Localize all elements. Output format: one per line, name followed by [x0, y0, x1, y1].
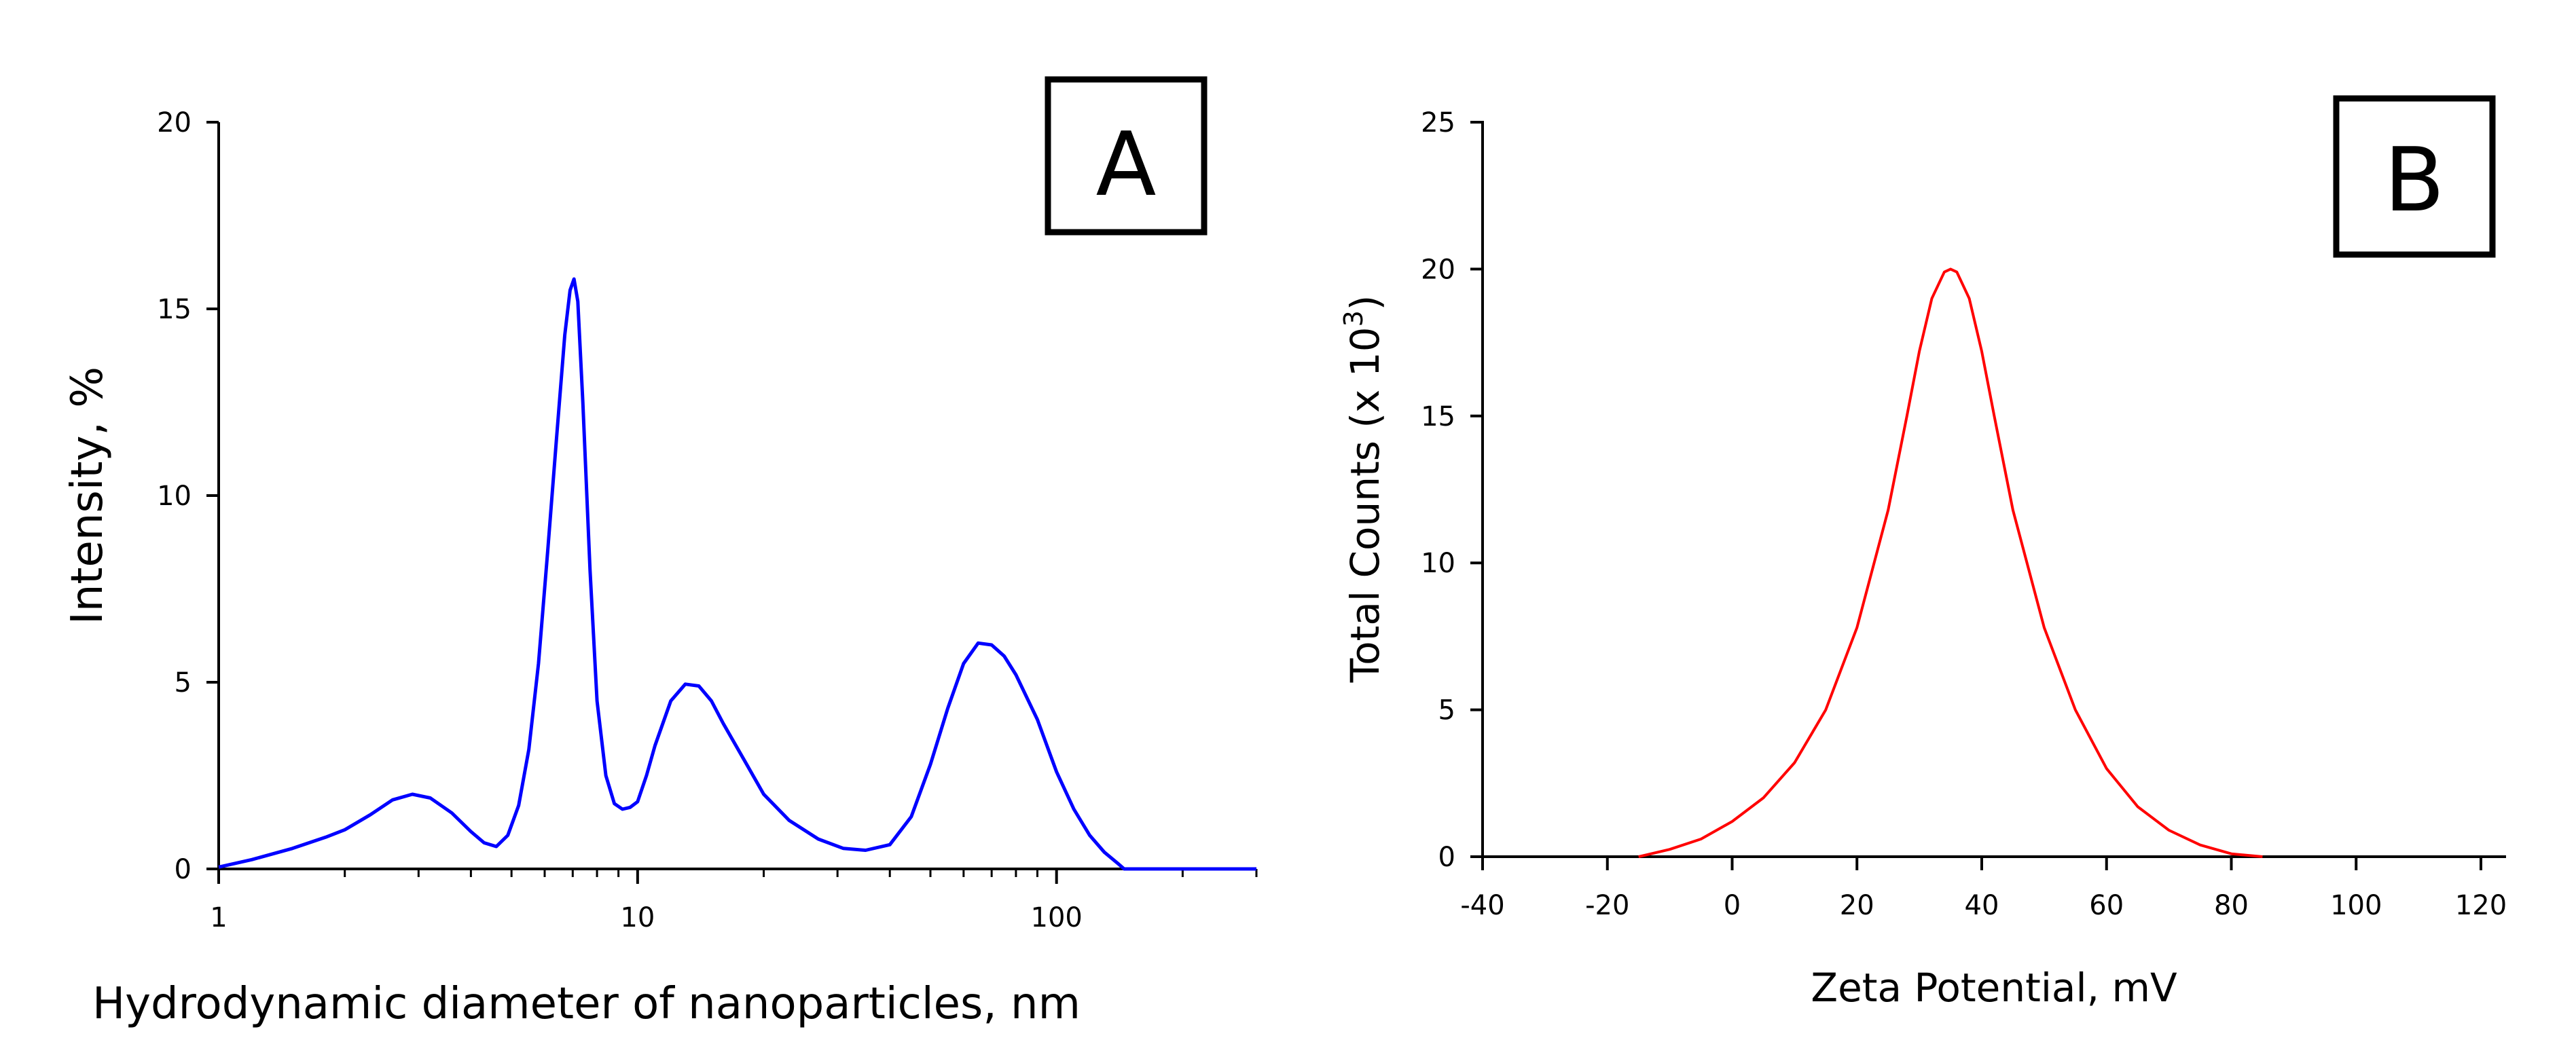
panel-b-x-tick-label: -40	[1460, 890, 1504, 921]
panel-b-y-axis-label-superscript: 3	[1339, 310, 1368, 327]
panel-a-label-box	[1045, 76, 1208, 236]
panel-b-x-axis-label: Zeta Potential, mV	[1811, 965, 2177, 1011]
panel-b-y-tick-label: 20	[1421, 254, 1455, 285]
panel-b-x-tick-label: 120	[2455, 890, 2507, 921]
panel-a-x-tick-label: 1	[210, 902, 227, 933]
panel-a-y-tick-label: 5	[175, 667, 192, 699]
panel-a-y-axis-label: Intensity, %	[62, 367, 113, 625]
panel-a-x-tick-label: 100	[1031, 902, 1083, 933]
panel-b-x-tick-label: 60	[2089, 890, 2124, 921]
panel-b-series-line	[1638, 267, 2263, 858]
panel-a-series-line	[218, 277, 1256, 871]
panel-a-chart: 0 5 10 15 20 1 10 100 Intensity, % Hydrodynami…	[62, 76, 1258, 1029]
panel-b-x-tick-label: -20	[1585, 890, 1629, 921]
panel-b-chart: 0 5 10 15 20 25 -40 -20 0 20 40 60 80 100 120 Total C…	[1339, 95, 2507, 1011]
panel-b-x-tick-label: 0	[1724, 890, 1741, 921]
panel-b-y-axis-label-close: )	[1342, 295, 1388, 311]
panel-b-y-tick-label: 25	[1421, 107, 1455, 138]
panel-b-y-axis-label: Total Counts (x 103)	[1339, 295, 1388, 684]
panel-b-label-box	[2333, 95, 2496, 258]
panel-b-x-tick-label: 40	[1965, 890, 1999, 921]
panel-a-y-tick-label: 15	[157, 294, 192, 325]
panel-a-x-tick-label: 10	[620, 902, 655, 933]
panel-b-y-tick-label: 5	[1438, 695, 1455, 726]
panel-b-x-tick-label: 100	[2330, 890, 2382, 921]
panel-b-x-tick-label: 80	[2214, 890, 2249, 921]
panel-b-y-tick-label: 15	[1421, 401, 1455, 432]
panel-b-x-tick-label: 20	[1840, 890, 1874, 921]
panel-b-label: B	[2384, 128, 2444, 231]
panel-b-y-tick-label: 10	[1421, 548, 1455, 579]
panel-a-y-tick-label: 10	[157, 481, 192, 512]
panel-a-x-axis-label: Hydrodynamic diameter of nanoparticles, …	[92, 979, 1081, 1029]
panel-b-y-axis-label-main: Total Counts (x 10	[1342, 327, 1388, 683]
panel-b-y-tick-label: 0	[1438, 842, 1455, 873]
panel-a-y-tick-label: 0	[175, 854, 192, 885]
panel-a-label: A	[1096, 113, 1157, 216]
panel-a-y-tick-label: 20	[157, 107, 192, 138]
